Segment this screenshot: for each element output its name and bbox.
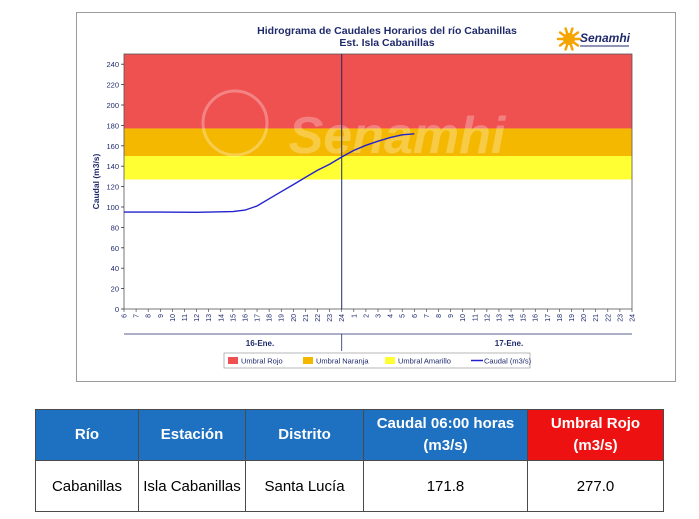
y-tick-label: 200: [106, 101, 119, 110]
x-tick-label: 23: [617, 314, 624, 322]
x-tick-label: 12: [484, 314, 491, 322]
legend-umbral-rojo-swatch: [228, 357, 238, 364]
y-tick-label: 240: [106, 60, 119, 69]
x-tick-label: 4: [388, 314, 395, 318]
x-tick-label: 20: [291, 314, 298, 322]
cell-distrito: Santa Lucía: [245, 460, 364, 512]
x-tick-label: 20: [581, 314, 588, 322]
y-tick-label: 180: [106, 121, 119, 130]
logo-sun-ray: [558, 41, 566, 47]
series-line-caudal: [124, 133, 415, 214]
x-tick-label: 15: [230, 314, 237, 322]
logo-sun-ray: [569, 27, 574, 35]
x-tick-label: 6: [412, 314, 419, 318]
header-rio: Río: [35, 409, 139, 461]
day-label-17: 17-Ene.: [495, 339, 523, 348]
x-tick-label: 2: [363, 314, 370, 318]
y-tick-label: 100: [106, 203, 119, 212]
cell-umbral-rojo: 277.0: [527, 460, 664, 512]
chart-panel: Hidrograma de Caudales Horarios del río …: [76, 12, 676, 382]
x-tick-label: 16: [533, 314, 540, 322]
y-tick-label: 220: [106, 81, 119, 90]
x-tick-label: 23: [327, 314, 334, 322]
x-tick-label: 22: [315, 314, 322, 322]
chart-subtitle: Est. Isla Cabanillas: [339, 37, 434, 49]
threshold-band-0: [124, 54, 632, 129]
x-tick-label: 22: [605, 314, 612, 322]
hydrograph-chart: Hidrograma de Caudales Horarios del río …: [91, 25, 637, 369]
header-estacion: Estación: [138, 409, 246, 461]
header-distrito: Distrito: [245, 409, 364, 461]
day-label-16: 16-Ene.: [246, 339, 274, 348]
x-tick-label: 9: [158, 314, 165, 318]
threshold-band-1: [124, 128, 632, 156]
cell-rio: Cabanillas: [35, 460, 139, 512]
table-row: Cabanillas Isla Cabanillas Santa Lucía 1…: [35, 460, 664, 512]
x-tick-label: 14: [509, 314, 516, 322]
x-tick-label: 24: [630, 314, 637, 322]
threshold-band-2: [124, 156, 632, 180]
logo-sun-ray: [564, 27, 569, 35]
legend-box: [223, 352, 531, 369]
chart-title: Hidrograma de Caudales Horarios del río …: [257, 25, 517, 37]
x-tick-label: 21: [303, 314, 310, 322]
logo-sun-icon: [563, 33, 575, 45]
cell-estacion: Isla Cabanillas: [138, 460, 246, 512]
x-tick-label: 10: [170, 314, 177, 322]
x-tick-label: 13: [206, 314, 213, 322]
legend-umbral-amarillo-swatch: [385, 357, 395, 364]
logo-text: Senamhi: [580, 31, 631, 45]
y-tick-label: 40: [111, 264, 119, 273]
x-tick-label: 7: [424, 314, 431, 318]
y-tick-label: 140: [106, 162, 119, 171]
y-tick-label: 80: [111, 223, 119, 232]
cell-caudal: 171.8: [363, 460, 528, 512]
x-tick-label: 17: [255, 314, 262, 322]
x-tick-label: 13: [496, 314, 503, 322]
logo-sun-ray: [558, 31, 566, 37]
x-tick-label: 15: [521, 314, 528, 322]
x-tick-label: 7: [134, 314, 141, 318]
legend-umbral-naranja-label: Umbral Naranja: [316, 357, 369, 366]
x-tick-label: 8: [146, 314, 153, 318]
x-tick-label: 19: [279, 314, 286, 322]
y-tick-label: 120: [106, 183, 119, 192]
x-tick-label: 21: [593, 314, 600, 322]
x-tick-label: 16: [242, 314, 249, 322]
y-tick-label: 160: [106, 142, 119, 151]
legend-umbral-amarillo-label: Umbral Amarillo: [398, 357, 451, 366]
x-tick-label: 5: [400, 314, 407, 318]
x-tick-label: 11: [182, 314, 189, 321]
logo-sun-ray: [572, 41, 580, 47]
x-tick-label: 9: [448, 314, 455, 318]
x-tick-label: 18: [557, 314, 564, 322]
y-tick-label: 60: [111, 244, 119, 253]
x-tick-label: 17: [545, 314, 552, 322]
logo-sun-ray: [569, 43, 574, 51]
logo-sun-ray: [572, 31, 580, 37]
x-tick-label: 6: [122, 314, 129, 318]
x-tick-label: 8: [436, 314, 443, 318]
x-tick-label: 14: [218, 314, 225, 322]
y-tick-label: 0: [115, 305, 119, 314]
legend-umbral-rojo-label: Umbral Rojo: [241, 357, 283, 366]
y-tick-label: 20: [111, 285, 119, 294]
legend-caudal-label: Caudal (m3/s): [484, 357, 532, 366]
flow-summary-table: Río Estación Distrito Caudal 06:00 horas…: [35, 409, 664, 512]
x-tick-label: 12: [194, 314, 201, 322]
table-header-row: Río Estación Distrito Caudal 06:00 horas…: [35, 409, 664, 461]
x-tick-label: 10: [460, 314, 467, 322]
x-tick-label: 3: [376, 314, 383, 318]
header-umbral-rojo: Umbral Rojo (m3/s): [527, 409, 664, 461]
header-caudal: Caudal 06:00 horas (m3/s): [363, 409, 528, 461]
legend-umbral-naranja-swatch: [303, 357, 313, 364]
watermark-sun-icon: [201, 89, 269, 157]
x-tick-label: 18: [267, 314, 274, 322]
y-axis-label: Caudal (m3/s): [91, 153, 101, 209]
x-tick-label: 11: [472, 314, 479, 321]
x-tick-label: 24: [339, 314, 346, 322]
logo-sun-ray: [564, 43, 569, 51]
x-tick-label: 19: [569, 314, 576, 322]
x-tick-label: 1: [351, 314, 358, 318]
